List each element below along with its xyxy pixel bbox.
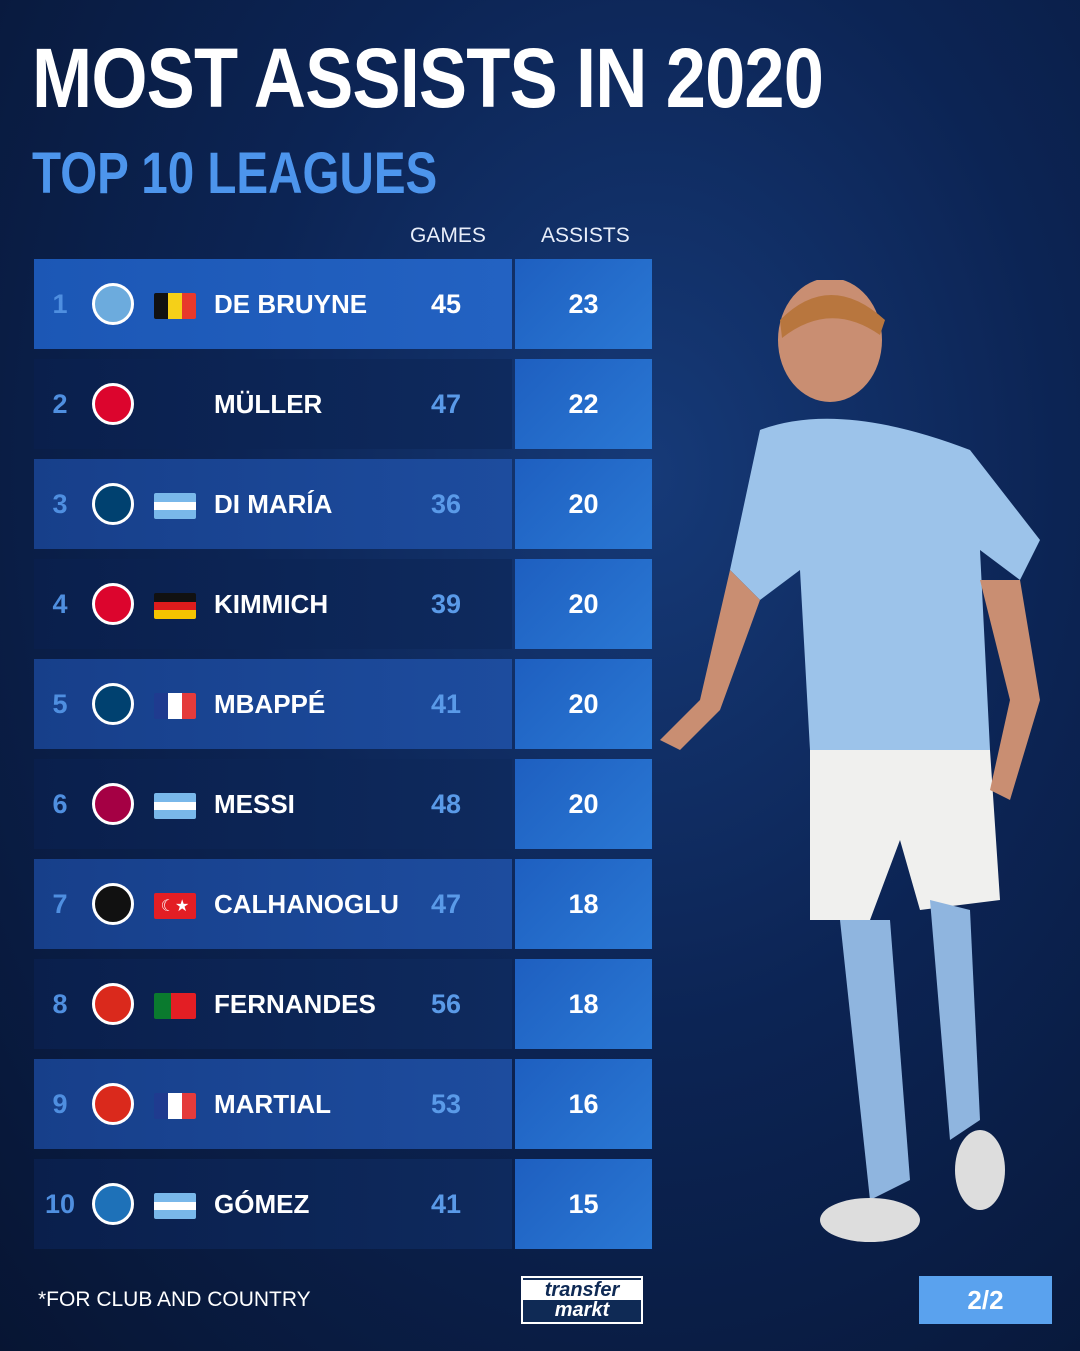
games-value: 45 — [430, 288, 462, 319]
page-indicator: 2/2 — [919, 1276, 1052, 1324]
page-title: MOST ASSISTS IN 2020 — [32, 31, 824, 125]
rank: 4 — [52, 588, 68, 619]
club-crest-icon — [92, 483, 134, 525]
assists-value: 20 — [515, 559, 652, 649]
player-name: MARTIAL — [214, 1088, 331, 1119]
flag-icon-france — [154, 693, 196, 719]
table-row: 8 FERNANDES 56 — [34, 959, 512, 1049]
table-row: 6 MESSI 48 — [34, 759, 512, 849]
assists-value: 20 — [515, 659, 652, 749]
rank: 2 — [52, 388, 68, 419]
table-row: 10 GÓMEZ 41 — [34, 1159, 512, 1249]
assists-value: 23 — [515, 259, 652, 349]
flag-icon-argentina — [154, 493, 196, 519]
club-crest-icon — [92, 683, 134, 725]
games-value: 41 — [430, 688, 462, 719]
rank: 7 — [52, 888, 68, 919]
flag-icon-belgium — [154, 293, 196, 319]
games-value: 47 — [430, 388, 462, 419]
club-crest-icon — [92, 1083, 134, 1125]
rank: 10 — [44, 1188, 76, 1219]
games-value: 41 — [430, 1188, 462, 1219]
assists-value: 18 — [515, 859, 652, 949]
player-name: CALHANOGLU — [214, 888, 399, 919]
assists-header: ASSISTS — [541, 224, 630, 247]
player-name: MBAPPÉ — [214, 688, 326, 719]
games-value: 48 — [430, 788, 462, 819]
assists-value: 18 — [515, 959, 652, 1049]
rank: 1 — [52, 288, 68, 319]
table-row: 1 DE BRUYNE 45 — [34, 259, 512, 349]
club-crest-icon — [92, 783, 134, 825]
table-row: 7 ☾★ CALHANOGLU 47 — [34, 859, 512, 949]
games-value: 47 — [430, 888, 462, 919]
games-value: 36 — [430, 488, 462, 519]
rank: 3 — [52, 488, 68, 519]
games-value: 56 — [430, 988, 462, 1019]
assists-value: 16 — [515, 1059, 652, 1149]
games-header: GAMES — [410, 224, 486, 247]
flag-icon-argentina — [154, 1193, 196, 1219]
player-name: MÜLLER — [214, 388, 323, 419]
page-subtitle: TOP 10 LEAGUES — [32, 141, 438, 206]
player-name: DI MARÍA — [214, 488, 333, 519]
rank: 8 — [52, 988, 68, 1019]
table-row: 5 MBAPPÉ 41 — [34, 659, 512, 749]
rank: 5 — [52, 688, 68, 719]
games-value: 53 — [430, 1088, 462, 1119]
flag-icon-argentina — [154, 793, 196, 819]
flag-icon-germany — [154, 593, 196, 619]
flag-icon-france — [154, 1093, 196, 1119]
transfermarkt-logo: transfer markt — [521, 1276, 643, 1324]
player-name: KIMMICH — [214, 588, 329, 619]
footnote: *FOR CLUB AND COUNTRY — [38, 1288, 311, 1311]
player-photo — [660, 280, 1040, 1242]
club-crest-icon — [92, 583, 134, 625]
table-row: 4 KIMMICH 39 — [34, 559, 512, 649]
club-crest-icon — [92, 383, 134, 425]
table-row: 2 MÜLLER 47 — [34, 359, 512, 449]
assists-value: 15 — [515, 1159, 652, 1249]
club-crest-icon — [92, 983, 134, 1025]
club-crest-icon — [92, 883, 134, 925]
player-name: MESSI — [214, 788, 295, 819]
player-name: DE BRUYNE — [214, 288, 368, 319]
assists-value: 20 — [515, 459, 652, 549]
games-value: 39 — [430, 588, 462, 619]
club-crest-icon — [92, 283, 134, 325]
rank: 6 — [52, 788, 68, 819]
club-crest-icon — [92, 1183, 134, 1225]
assists-value: 22 — [515, 359, 652, 449]
assists-value: 20 — [515, 759, 652, 849]
table-row: 3 DI MARÍA 36 — [34, 459, 512, 549]
flag-icon-turkey: ☾★ — [154, 893, 196, 919]
flag-icon-portugal — [154, 993, 196, 1019]
table-row: 9 MARTIAL 53 — [34, 1059, 512, 1149]
player-name: FERNANDES — [214, 988, 376, 1019]
player-name: GÓMEZ — [214, 1188, 310, 1219]
rank: 9 — [52, 1088, 68, 1119]
